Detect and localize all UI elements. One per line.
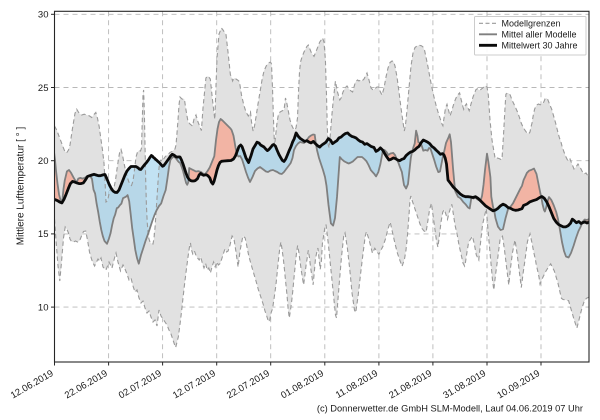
svg-text:10: 10 xyxy=(38,302,49,313)
svg-text:(c) Donnerwetter.de GmbH SLM-M: (c) Donnerwetter.de GmbH SLM-Modell, Lau… xyxy=(317,404,583,414)
svg-text:25: 25 xyxy=(38,83,49,94)
svg-text:15: 15 xyxy=(38,229,49,240)
svg-text:30: 30 xyxy=(38,10,49,21)
svg-text:Mittlere Lufttemperatur [ ° ]: Mittlere Lufttemperatur [ ° ] xyxy=(16,127,27,246)
svg-text:Mittel aller Modelle: Mittel aller Modelle xyxy=(502,29,577,39)
svg-text:20: 20 xyxy=(38,156,49,167)
svg-text:Modellgrenzen: Modellgrenzen xyxy=(502,18,561,28)
svg-text:Mittelwert 30 Jahre: Mittelwert 30 Jahre xyxy=(502,40,578,50)
